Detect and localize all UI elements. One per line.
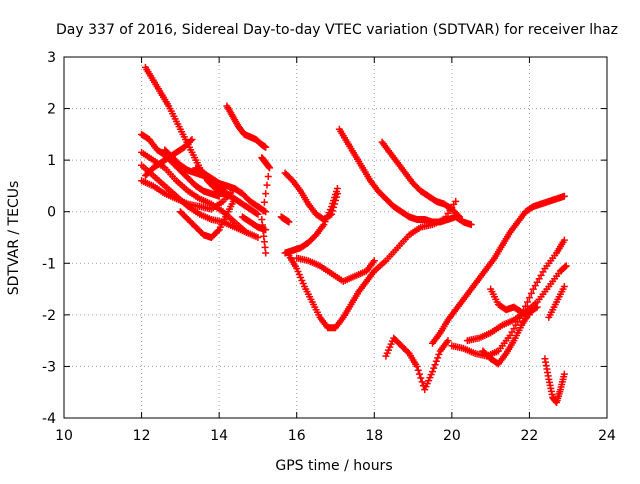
data-point	[262, 249, 270, 257]
series-28	[545, 282, 568, 321]
y-tick-label: -2	[42, 308, 56, 324]
data-point	[562, 262, 570, 270]
x-tick-label: 20	[443, 428, 461, 444]
y-tick-label: 3	[47, 50, 56, 66]
x-tick-label: 16	[288, 428, 306, 444]
series-27	[541, 355, 568, 407]
data-point	[253, 209, 261, 217]
data-point	[560, 236, 568, 244]
series-26	[487, 285, 533, 319]
data-point	[532, 304, 540, 312]
data-point	[560, 370, 568, 378]
series-12	[258, 154, 274, 257]
data-point	[333, 185, 341, 193]
data-point	[431, 361, 439, 369]
data-point	[527, 289, 535, 297]
data-point	[254, 210, 262, 218]
data-point	[263, 181, 271, 189]
data-point	[215, 192, 223, 200]
data-point	[370, 257, 378, 265]
series-1	[141, 63, 235, 200]
series-22	[428, 192, 568, 347]
series-6	[141, 136, 196, 180]
x-tick-label: 12	[133, 428, 151, 444]
data-point	[560, 282, 568, 290]
data-point	[262, 190, 270, 198]
series-21	[382, 334, 452, 394]
series-17	[293, 254, 378, 285]
y-tick-label: -1	[42, 256, 56, 272]
series-15	[281, 185, 341, 257]
data-point	[417, 374, 425, 382]
chart-title: Day 337 of 2016, Sidereal Day-to-day VTE…	[56, 22, 618, 38]
y-tick-label: -3	[42, 359, 56, 375]
data-point	[428, 368, 436, 376]
data-point	[414, 366, 422, 374]
data-point	[533, 303, 541, 311]
grid	[64, 57, 607, 418]
data-point	[264, 172, 272, 180]
y-tick-label: 0	[47, 205, 56, 221]
x-tick-label: 10	[55, 428, 73, 444]
series-25	[479, 303, 541, 368]
series-16	[285, 252, 378, 332]
data-point	[188, 136, 196, 144]
y-tick-label: 2	[47, 102, 56, 118]
data-point	[525, 294, 533, 302]
data-point	[561, 263, 569, 271]
series-20	[370, 197, 460, 275]
data-point	[418, 378, 426, 386]
plot-frame	[63, 56, 608, 419]
series-4	[138, 161, 262, 241]
series-5	[138, 177, 239, 213]
data-point	[285, 218, 293, 226]
x-tick-label: 22	[521, 428, 539, 444]
data-point	[434, 354, 442, 362]
data-point	[260, 198, 268, 206]
data-point	[452, 197, 460, 205]
series-10	[223, 102, 270, 151]
data-point	[560, 192, 568, 200]
data-point	[454, 212, 462, 220]
data-point	[231, 195, 239, 203]
data-point	[523, 298, 531, 306]
series-14	[281, 169, 341, 223]
data-point	[262, 143, 270, 151]
data-point	[254, 234, 262, 241]
x-tick-label: 18	[365, 428, 383, 444]
data-point	[259, 207, 267, 215]
data-points	[138, 63, 570, 407]
y-axis-label: SDTVAR / TECUs	[6, 181, 22, 296]
series-9	[192, 164, 270, 216]
data-point	[413, 362, 421, 370]
data-point	[444, 337, 452, 345]
series-2	[138, 130, 223, 200]
series-13	[277, 213, 293, 226]
y-tick-label: 1	[47, 153, 56, 169]
series-8	[176, 195, 239, 241]
data-point	[214, 227, 222, 235]
series-23	[448, 236, 568, 360]
data-point	[266, 164, 274, 172]
data-point	[187, 137, 195, 145]
x-tick-label: 24	[598, 428, 616, 444]
data-point	[432, 357, 440, 365]
x-axis-label: GPS time / hours	[275, 458, 392, 474]
data-point	[467, 221, 475, 229]
data-point	[430, 364, 438, 372]
x-tick-label: 14	[210, 428, 228, 444]
data-point	[525, 311, 533, 319]
data-point	[522, 302, 530, 310]
y-tick-label: -4	[42, 411, 56, 427]
data-point	[416, 370, 424, 378]
data-point	[456, 213, 464, 221]
data-point	[435, 350, 443, 358]
